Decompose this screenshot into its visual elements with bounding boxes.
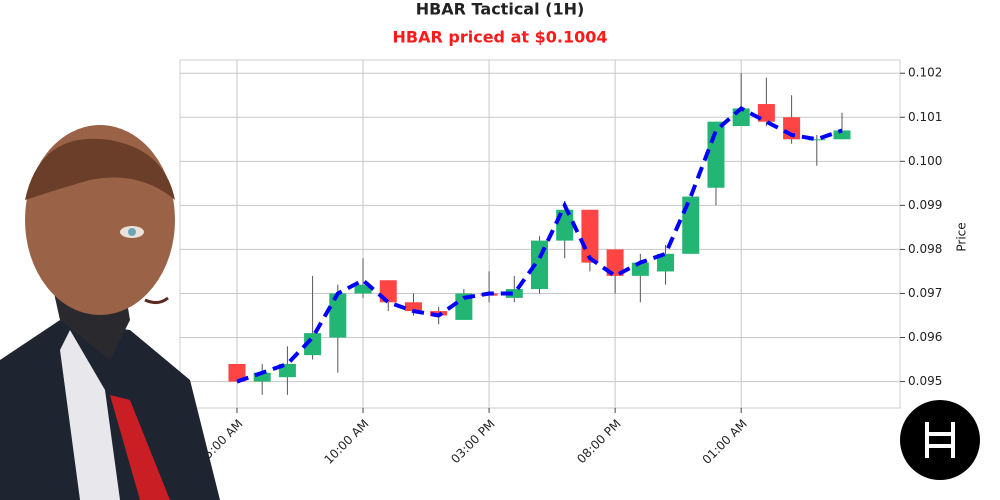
y-tick-label: 0.102 — [908, 66, 942, 80]
chart-subtitle: HBAR priced at $0.1004 — [393, 28, 608, 47]
candle-body — [228, 363, 246, 382]
y-tick-label: 0.099 — [908, 198, 942, 212]
plot-area: 0.095 0.096 0.097 0.098 0.099 0.100 0.101 0.102… — [180, 60, 942, 467]
candle-body — [808, 139, 826, 141]
y-tick-label: 0.096 — [908, 330, 942, 344]
candle-body — [581, 209, 599, 263]
candle-body — [707, 121, 725, 188]
candle-body — [631, 262, 649, 276]
y-tick-label: 0.095 — [908, 374, 942, 388]
plot-frame — [179, 59, 901, 409]
candle-body — [657, 253, 675, 272]
candle-body — [757, 104, 775, 122]
y-tick-label: 0.097 — [908, 286, 942, 300]
x-tick-label: 08:00 PM — [574, 417, 623, 466]
y-tick-label: 0.100 — [908, 154, 942, 168]
candle-body — [329, 293, 347, 338]
candle-body — [404, 302, 422, 312]
y-axis-label: Price — [955, 222, 969, 251]
x-tick-label: 01:00 AM — [700, 417, 750, 467]
candle-body — [253, 372, 271, 382]
x-tick-label: 03:00 PM — [448, 417, 497, 466]
x-tick-label: 10:00 AM — [321, 417, 371, 467]
candle-body — [304, 333, 322, 356]
trend-line — [236, 106, 843, 384]
y-tick-label: 0.098 — [908, 242, 942, 256]
candle-body — [606, 249, 624, 276]
hbar-logo — [900, 400, 980, 480]
y-tick-label: 0.101 — [908, 110, 942, 124]
candle-body — [505, 289, 523, 298]
candle-body — [455, 293, 473, 320]
chart-title: HBAR Tactical (1H) — [416, 0, 585, 19]
candle-body — [354, 284, 372, 294]
candle-body — [833, 130, 851, 140]
portrait-illustration — [0, 125, 220, 500]
